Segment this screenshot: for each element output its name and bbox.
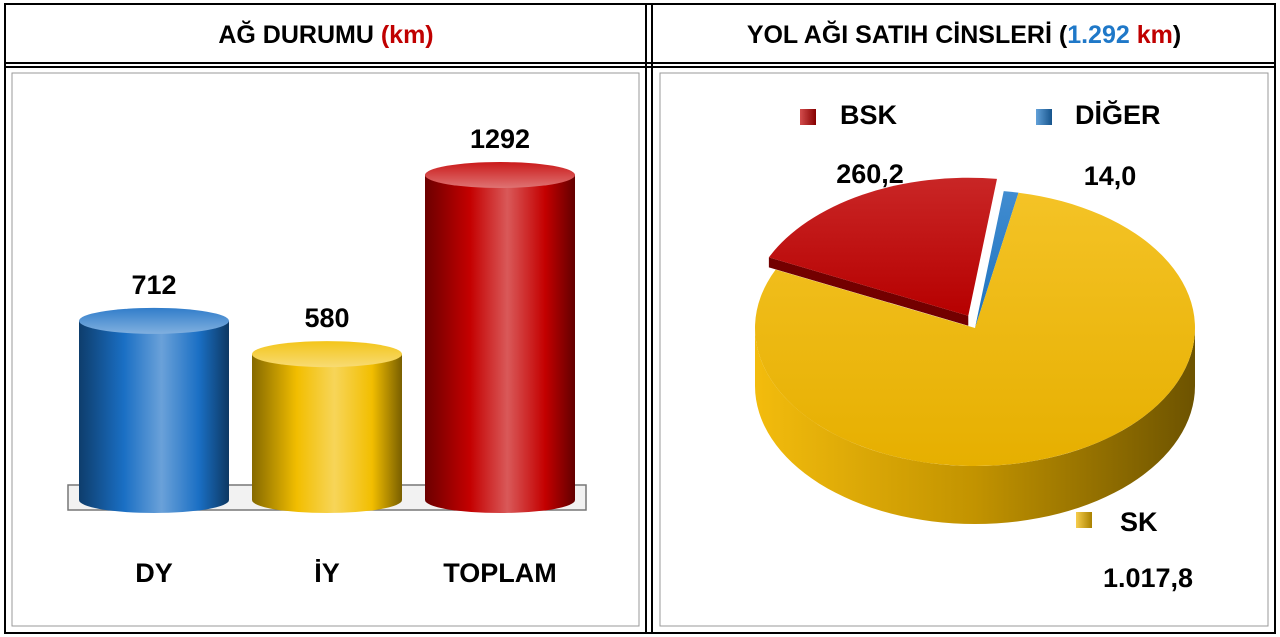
pie-slice (754, 192, 1195, 466)
title-part: AĞ DURUMU (218, 20, 381, 49)
chart-title: YOL AĞI SATIH CİNSLERİ (1.292 km) (747, 20, 1181, 49)
title-part: YOL AĞI SATIH CİNSLERİ ( (747, 20, 1068, 49)
category-label: İY (314, 558, 340, 588)
value-label: 580 (304, 303, 349, 333)
value-label: 260,2 (836, 159, 904, 189)
bar (252, 354, 402, 513)
title-part: 1.292 (1067, 21, 1130, 49)
title-part: (km) (381, 21, 434, 49)
value-label: 1292 (470, 124, 530, 154)
bar (425, 175, 575, 513)
pie-slice (975, 191, 1019, 328)
bar-top (425, 162, 575, 188)
pie-edge (768, 257, 969, 326)
legend-label: SK (1120, 507, 1158, 537)
pie-slice (768, 177, 997, 316)
title-part: ) (1173, 21, 1181, 49)
bar (79, 320, 229, 513)
value-label: 14,0 (1084, 161, 1137, 191)
panel-frame (659, 72, 1269, 627)
outer-frame (4, 3, 1276, 634)
legend-swatch (1036, 109, 1052, 125)
bar-top (252, 341, 402, 368)
legend-label: DİĞER (1075, 99, 1161, 130)
legend-swatch (800, 109, 816, 125)
pie-side (755, 328, 1195, 524)
category-label: TOPLAM (443, 558, 557, 588)
panel-frame (11, 72, 640, 627)
chart-title: AĞ DURUMU (km) (218, 20, 433, 49)
legend-label: BSK (840, 100, 898, 130)
category-label: DY (135, 558, 173, 588)
value-label: 712 (131, 270, 176, 300)
bar-top (79, 307, 229, 334)
value-label: 1.017,8 (1103, 563, 1193, 593)
title-part: km (1130, 21, 1173, 49)
legend-swatch (1076, 512, 1092, 528)
